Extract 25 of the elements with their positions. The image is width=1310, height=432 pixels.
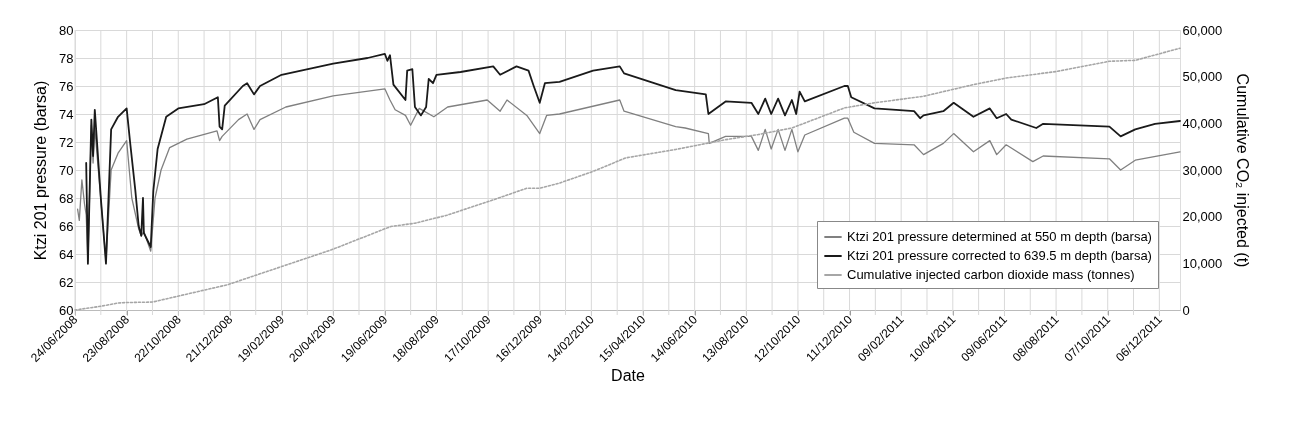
y-tick-label: 72: [59, 134, 74, 150]
line-series: [74, 47, 1181, 311]
y2-tick-label: 50,000: [1182, 69, 1223, 85]
y-tick-label: 62: [59, 274, 74, 290]
y2-tick-label: 60,000: [1182, 22, 1223, 38]
y2-tick-label: 0: [1182, 302, 1190, 318]
y-axis-title: Ktzi 201 pressure (barsa): [32, 80, 50, 261]
y-tick-label: 78: [59, 50, 74, 66]
legend-label: Cumulative injected carbon dioxide mass (tonnes): [847, 267, 1135, 282]
y2-tick-label: 20,000: [1182, 209, 1223, 225]
y2-axis-title: Cumulative CO₂ injected (t): [1234, 73, 1252, 268]
y-tick-label: 76: [59, 78, 74, 94]
legend-label: Ktzi 201 pressure determined at 550 m depth (barsa): [847, 229, 1152, 244]
y2-tick-label: 10,000: [1182, 255, 1223, 271]
y2-tick-label: 30,000: [1182, 162, 1223, 178]
y2-tick-label: 40,000: [1182, 115, 1223, 131]
y-tick-label: 68: [59, 190, 74, 206]
x-axis-title: Date: [611, 367, 645, 385]
y-tick-label: 64: [59, 246, 74, 262]
y-tick-label: 70: [59, 162, 74, 178]
legend-label: Ktzi 201 pressure corrected to 639.5 m depth (barsa): [847, 248, 1152, 263]
y-tick-label: 80: [59, 22, 74, 38]
y-tick-label: 66: [59, 218, 74, 234]
y-tick-label: 74: [59, 106, 74, 122]
line-series: [85, 52, 1181, 265]
